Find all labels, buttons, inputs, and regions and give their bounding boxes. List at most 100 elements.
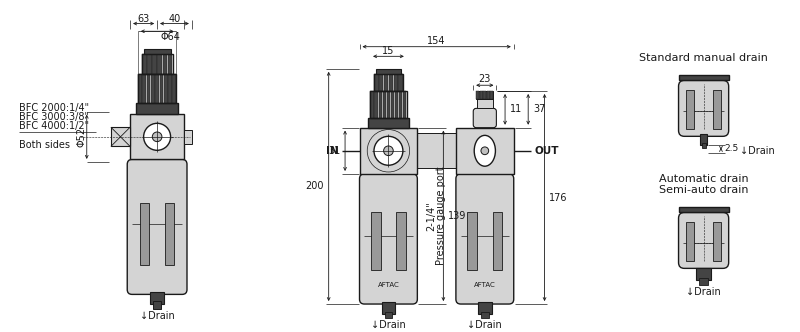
Bar bbox=[164, 74, 167, 103]
Text: 11: 11 bbox=[510, 104, 522, 114]
Bar bbox=[385, 312, 392, 318]
Bar bbox=[154, 301, 161, 309]
Text: ↓Drain: ↓Drain bbox=[140, 311, 174, 321]
Bar bbox=[151, 74, 154, 103]
Bar bbox=[403, 91, 406, 118]
Bar bbox=[384, 74, 388, 91]
Bar bbox=[714, 222, 721, 261]
Bar bbox=[168, 54, 172, 74]
Bar bbox=[370, 91, 374, 118]
Circle shape bbox=[152, 132, 162, 142]
Bar bbox=[490, 91, 494, 99]
Text: 37: 37 bbox=[533, 104, 546, 114]
Text: ↓Drain: ↓Drain bbox=[740, 146, 775, 156]
Bar bbox=[678, 207, 729, 212]
FancyBboxPatch shape bbox=[359, 174, 418, 304]
Text: Automatic drain: Automatic drain bbox=[658, 174, 749, 184]
FancyBboxPatch shape bbox=[127, 159, 187, 294]
Text: 2-1/4": 2-1/4" bbox=[426, 201, 436, 231]
Text: ↓Drain: ↓Drain bbox=[686, 287, 721, 297]
Bar bbox=[714, 90, 721, 128]
Text: BFC 2000:1/4": BFC 2000:1/4" bbox=[19, 103, 90, 113]
Bar bbox=[359, 127, 418, 174]
Bar bbox=[136, 103, 178, 114]
Text: ↓Drain: ↓Drain bbox=[467, 320, 502, 330]
Text: OUT: OUT bbox=[535, 146, 559, 156]
Bar bbox=[382, 302, 395, 314]
Text: 2.5: 2.5 bbox=[725, 144, 739, 153]
Bar bbox=[702, 143, 706, 148]
Bar bbox=[158, 54, 162, 74]
Bar bbox=[418, 133, 456, 168]
Bar bbox=[152, 54, 157, 74]
Bar bbox=[144, 48, 170, 54]
Bar bbox=[698, 278, 709, 285]
Text: 139: 139 bbox=[448, 211, 466, 221]
Bar bbox=[390, 91, 394, 118]
Bar bbox=[678, 75, 729, 80]
Bar bbox=[111, 127, 130, 146]
Circle shape bbox=[481, 147, 489, 155]
Bar bbox=[130, 114, 184, 159]
Bar bbox=[477, 99, 493, 108]
Bar bbox=[159, 74, 163, 103]
Text: 40: 40 bbox=[168, 14, 181, 24]
FancyBboxPatch shape bbox=[456, 174, 514, 304]
Bar bbox=[138, 74, 176, 103]
Bar bbox=[371, 212, 381, 270]
Bar bbox=[483, 91, 486, 99]
Bar bbox=[467, 212, 477, 270]
Text: BFC 3000:3/8": BFC 3000:3/8" bbox=[19, 112, 90, 122]
Bar bbox=[700, 134, 707, 145]
Bar bbox=[142, 74, 146, 103]
Text: Semi-auto drain: Semi-auto drain bbox=[659, 185, 748, 195]
Bar bbox=[456, 127, 514, 174]
Bar bbox=[374, 91, 378, 118]
Bar bbox=[686, 90, 694, 128]
Bar bbox=[155, 74, 159, 103]
Bar bbox=[142, 54, 173, 74]
Bar bbox=[481, 312, 489, 318]
Bar bbox=[370, 91, 406, 118]
Text: 154: 154 bbox=[427, 36, 446, 46]
Bar bbox=[398, 74, 402, 91]
Bar bbox=[395, 91, 398, 118]
Bar bbox=[184, 130, 192, 143]
Bar bbox=[394, 74, 398, 91]
Text: ↓Drain: ↓Drain bbox=[371, 320, 406, 330]
Bar bbox=[386, 91, 390, 118]
Bar bbox=[396, 212, 406, 270]
Bar bbox=[696, 268, 711, 280]
Text: Φ64: Φ64 bbox=[160, 32, 180, 42]
Text: Pressure gauge port: Pressure gauge port bbox=[437, 167, 446, 265]
Bar bbox=[165, 203, 174, 266]
Text: 31: 31 bbox=[328, 146, 340, 156]
Text: Standard manual drain: Standard manual drain bbox=[639, 53, 768, 63]
Text: AFTAC: AFTAC bbox=[474, 282, 496, 288]
Text: 200: 200 bbox=[306, 182, 324, 192]
Bar bbox=[142, 54, 146, 74]
FancyBboxPatch shape bbox=[678, 80, 729, 136]
Bar bbox=[399, 91, 402, 118]
Text: Φ52: Φ52 bbox=[77, 127, 87, 147]
Bar bbox=[374, 74, 378, 91]
Bar bbox=[368, 118, 409, 127]
Circle shape bbox=[384, 146, 394, 156]
Text: 15: 15 bbox=[382, 45, 394, 55]
Text: 63: 63 bbox=[138, 14, 150, 24]
Bar bbox=[172, 74, 176, 103]
Bar bbox=[382, 91, 386, 118]
Bar bbox=[478, 302, 491, 314]
Text: BFC 4000:1/2": BFC 4000:1/2" bbox=[19, 121, 90, 130]
Bar bbox=[168, 74, 172, 103]
Bar bbox=[138, 74, 142, 103]
Bar bbox=[476, 91, 494, 99]
Bar bbox=[486, 91, 490, 99]
Text: Both sides: Both sides bbox=[19, 140, 70, 150]
Bar bbox=[147, 54, 152, 74]
FancyBboxPatch shape bbox=[474, 108, 496, 127]
Bar bbox=[146, 74, 150, 103]
Bar bbox=[686, 222, 694, 261]
Bar bbox=[140, 203, 150, 266]
Bar bbox=[376, 69, 401, 74]
